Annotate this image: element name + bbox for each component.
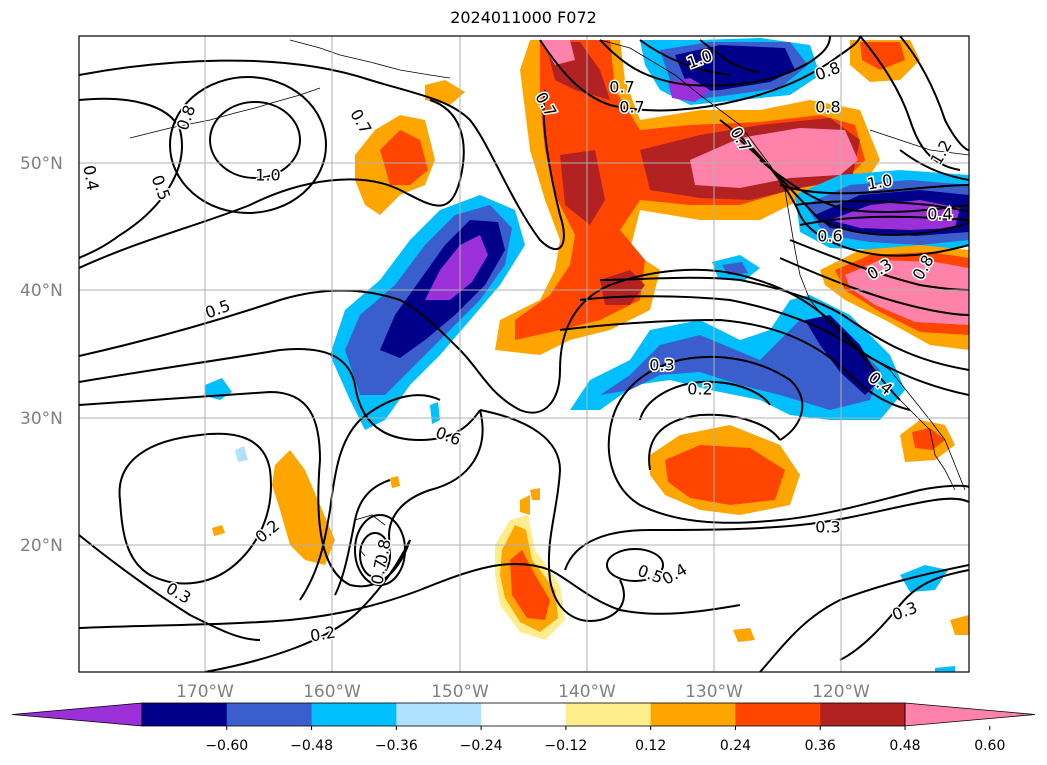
contour-label: 0.8	[173, 102, 200, 132]
colorbar-tick-label: 0.48	[889, 738, 920, 754]
colorbar-segment	[311, 703, 397, 726]
graticule	[79, 36, 969, 672]
colorbar-tick-label: 0.24	[720, 738, 751, 754]
map-frame	[78, 35, 970, 673]
contour-label: 0.5	[148, 172, 175, 202]
colorbar-segment	[735, 703, 821, 726]
colorbar-segment	[650, 703, 736, 726]
lon-label-120w: 120°W	[812, 682, 870, 702]
contour-label: 1.2	[927, 137, 956, 169]
colorbar-tick-label: 0.60	[974, 738, 1005, 754]
contour-label: 0.5	[202, 296, 232, 323]
colorbar-extend-high	[904, 702, 1036, 727]
colorbar-segment	[565, 703, 652, 726]
lon-label-160w: 160°W	[303, 682, 361, 702]
lon-label-140w: 140°W	[558, 682, 616, 702]
lon-label-170w: 170°W	[176, 682, 234, 702]
contour-label: 0.2	[309, 622, 337, 645]
contour-label: 0.3	[815, 518, 840, 537]
colorbar-tick-label: 0.12	[635, 738, 666, 754]
colorbar-tick-label: −0.24	[460, 738, 503, 754]
contour-label: 0.7	[346, 106, 375, 138]
lat-label-40: 40°N	[20, 281, 63, 301]
contour-label: 0.3	[649, 356, 674, 375]
colorbar-extend-low	[11, 702, 143, 727]
contour-label: 0.2	[687, 380, 712, 399]
lon-label-130w: 130°W	[685, 682, 743, 702]
colorbar-tick-label: −0.48	[290, 738, 333, 754]
contour-label: 0.6	[817, 227, 842, 246]
colorbar-segment	[820, 703, 906, 726]
lat-label-50: 50°N	[20, 154, 63, 174]
colorbar-segment	[396, 703, 482, 726]
colorbar-outline	[141, 702, 906, 727]
contour-label: 0.7	[367, 558, 390, 586]
contour-label: 0.7	[619, 98, 644, 117]
contour-label: 0.6	[433, 423, 463, 450]
lat-label-30: 30°N	[20, 409, 63, 429]
colorbar-tick-label: −0.12	[544, 738, 587, 754]
contour-label: 1.0	[255, 166, 280, 185]
colorbar-segment	[226, 703, 313, 726]
contour-label: 0.7	[609, 78, 634, 97]
colorbar-tick-label: −0.36	[375, 738, 418, 754]
map-title: 2024011000 F072	[450, 8, 597, 27]
colorbar-segment	[142, 703, 228, 726]
colorbar-tick-label: 0.36	[805, 738, 836, 754]
lat-label-20: 20°N	[20, 536, 63, 556]
colorbar: −0.60 −0.48 −0.36 −0.24 −0.12 0.12 0.24 0.36 0.4…	[11, 702, 1036, 754]
contour-label: 0.4	[79, 164, 102, 192]
colorbar-segment	[481, 703, 567, 726]
contour-label: 0.2	[252, 516, 284, 547]
contour-label: 0.8	[812, 58, 842, 85]
contour-label: 0.8	[815, 98, 840, 117]
contour-label: 0.4	[927, 205, 952, 224]
lon-label-150w: 150°W	[431, 682, 489, 702]
contour-label: 0.3	[889, 598, 919, 625]
colorbar-tick-label: −0.60	[205, 738, 248, 754]
